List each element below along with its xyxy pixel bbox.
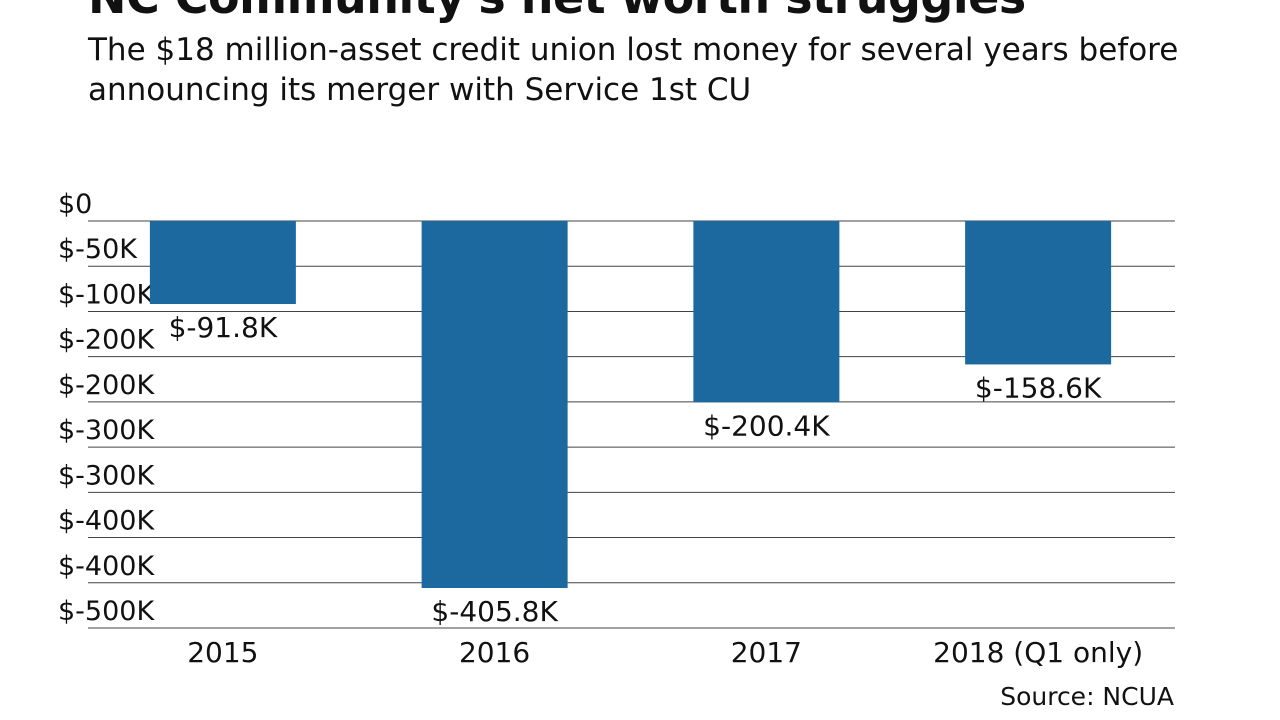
- y-tick-label: $-100K: [58, 279, 155, 310]
- y-tick-label: $-400K: [58, 551, 155, 582]
- y-tick-label: $0: [58, 189, 92, 220]
- y-tick-label: $-300K: [58, 460, 155, 491]
- y-tick-label: $-50K: [58, 234, 138, 265]
- data-label: $-200.4K: [703, 409, 830, 442]
- bar: [421, 221, 568, 589]
- x-tick-label: 2015: [187, 636, 258, 669]
- data-label: $-158.6K: [975, 371, 1102, 404]
- source-note: Source: NCUA: [1000, 682, 1174, 711]
- data-label: $-405.8K: [431, 595, 558, 628]
- data-label: $-91.8K: [169, 311, 278, 344]
- y-tick-label: $-400K: [58, 506, 155, 537]
- bar: [965, 221, 1112, 365]
- y-tick-label: $-200K: [58, 370, 155, 401]
- x-tick-label: 2018 (Q1 only): [933, 636, 1143, 669]
- chart-title: NC Community's net worth struggles: [88, 0, 1026, 24]
- y-tick-label: $-500K: [58, 596, 155, 627]
- x-tick-label: 2016: [459, 636, 530, 669]
- chart-subtitle: The $18 million-asset credit union lost …: [88, 32, 1179, 108]
- y-tick-label: $-300K: [58, 415, 155, 446]
- bar: [693, 221, 840, 403]
- y-tick-label: $-200K: [58, 325, 155, 356]
- x-tick-label: 2017: [731, 636, 802, 669]
- bar: [149, 221, 296, 305]
